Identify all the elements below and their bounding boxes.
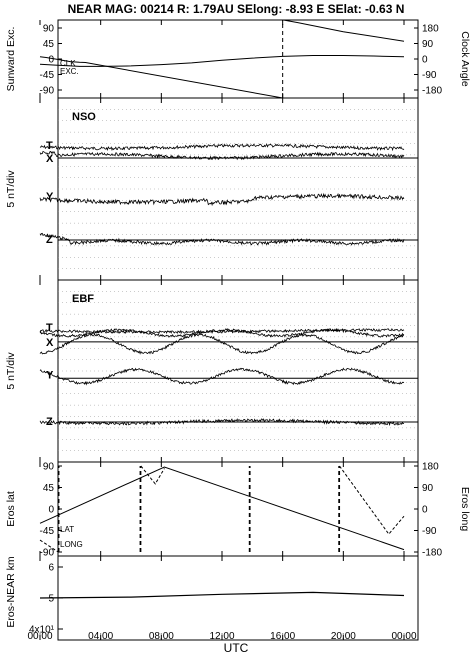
ebf-trace-z [39,418,405,427]
x-tick-label: 08:00 [149,631,174,642]
range-y-tick-label: 4x10¹ [29,625,55,636]
nso-component-label-y: Y [46,191,54,203]
eros-lat-axis-label: Eros lat [5,491,17,527]
y-tick-label-left: 0 [48,505,54,516]
y-tick-label-right: 180 [422,462,439,473]
ebf-panel-label: EBF [72,293,94,305]
y-tick-label-left: -90 [40,548,55,559]
x-axis-label: UTC [224,641,249,655]
ebf-component-label-x: X [46,337,54,349]
range-y-tick-label: 6 [48,563,54,574]
clk-series-label: CLK [60,59,76,68]
range-panel-frame [57,555,419,641]
y-tick-label-left: 90 [43,24,55,35]
nso-trace-t [39,143,405,152]
y-tick-label-left: 45 [43,483,55,494]
y-tick-label-right: 180 [422,24,439,35]
ebf-trace-y [39,367,405,386]
clock-angle-line [39,56,283,99]
nso-panel-label: NSO [72,111,96,123]
y-tick-label-left: -90 [40,86,55,97]
y-tick-label-left: 90 [43,462,55,473]
figure-title: NEAR MAG: 00214 R: 1.79AU SElong: -8.93 … [68,2,405,16]
eros-long-axis-label: Eros long [459,487,471,532]
y-tick-label-left: -45 [40,70,55,81]
y-tick-label-left: 0 [48,55,54,66]
y-tick-label-right: -90 [422,70,437,81]
x-tick-label: 00:00 [391,631,416,642]
range-y-tick-label: 5 [48,594,54,605]
lat-series-label: LAT [60,525,74,534]
eros-long-line [339,465,405,535]
long-series-label: LONG [60,540,83,549]
y-tick-label-right: -90 [422,526,437,537]
eros-long-line [39,539,59,553]
range-line [39,591,405,599]
nso-component-label-z: Z [46,234,53,246]
y-tick-label-left: 45 [43,39,55,50]
eros-long-line [140,465,165,485]
y-axis-label-left: Sunward Exc. [5,27,17,92]
ebf-component-label-t: T [46,322,53,334]
nso-component-label-x: X [46,153,54,165]
y-tick-label-right: -180 [422,548,442,559]
clock-angle-line [283,19,405,42]
x-tick-label: 04:00 [88,631,113,642]
eros-lat-line [39,466,405,551]
x-tick-label: 20:00 [331,631,356,642]
sunward-excursion-line [39,55,405,67]
y-axis-label-right: Clock Angle [459,31,471,87]
x-tick-label: 12:00 [209,631,234,642]
y-tick-label-right: 90 [422,483,434,494]
x-tick-label: 16:00 [270,631,295,642]
ebf-trace-t-b [39,327,405,338]
y-tick-label-right: 0 [422,505,428,516]
eros-panel-frame [57,461,419,557]
x-tick-label: 00:00 [27,631,52,642]
ebf-component-label-z: Z [46,416,53,428]
y-tick-label-left: -45 [40,526,55,537]
nso-trace-z [39,232,405,246]
exc-series-label: EXC. [60,67,79,76]
y-tick-label-right: 0 [422,55,428,66]
y-tick-label-right: 90 [422,39,434,50]
nso-trace-x [39,150,405,161]
ebf-trace-x [39,332,405,355]
nso-trace-y [39,192,405,207]
ebf-component-label-y: Y [46,369,54,381]
nso-y-axis-label: 5 nT/div [5,170,17,208]
y-tick-label-right: -180 [422,86,442,97]
ebf-y-axis-label: 5 nT/div [5,352,17,390]
range-y-axis-label: Eros-NEAR km [5,556,17,627]
